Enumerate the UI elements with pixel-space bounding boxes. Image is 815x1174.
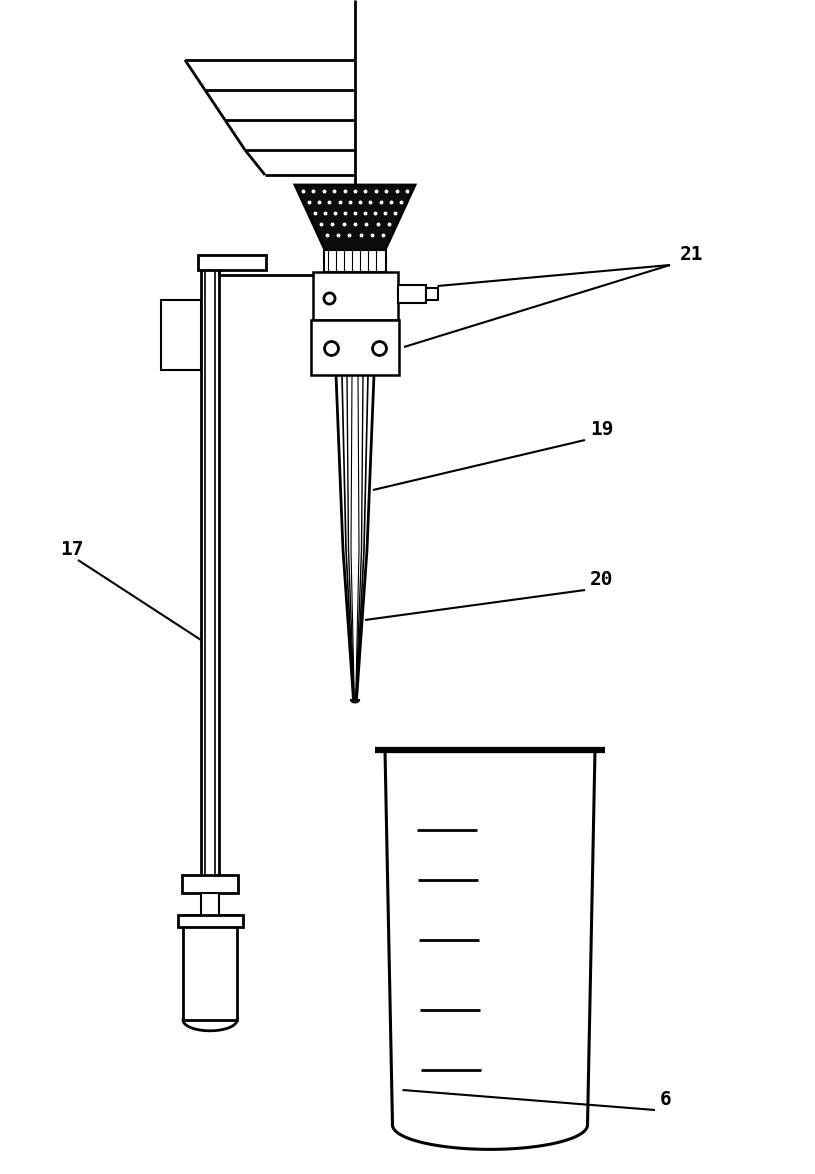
Polygon shape	[295, 185, 415, 250]
Bar	[398, 285, 425, 303]
Bar	[201, 893, 219, 918]
Bar	[312, 272, 398, 321]
Text: 20: 20	[590, 571, 614, 589]
Bar	[425, 288, 438, 301]
Bar	[178, 915, 243, 927]
Text: 17: 17	[60, 540, 83, 559]
Bar	[161, 301, 201, 370]
Text: 21: 21	[680, 245, 703, 264]
Bar	[182, 875, 238, 893]
Bar	[311, 321, 399, 375]
Bar	[324, 250, 386, 272]
Bar	[183, 915, 237, 1020]
Bar	[198, 255, 266, 270]
Polygon shape	[336, 375, 374, 700]
Text: 19: 19	[590, 420, 614, 439]
Text: 6: 6	[660, 1089, 672, 1109]
